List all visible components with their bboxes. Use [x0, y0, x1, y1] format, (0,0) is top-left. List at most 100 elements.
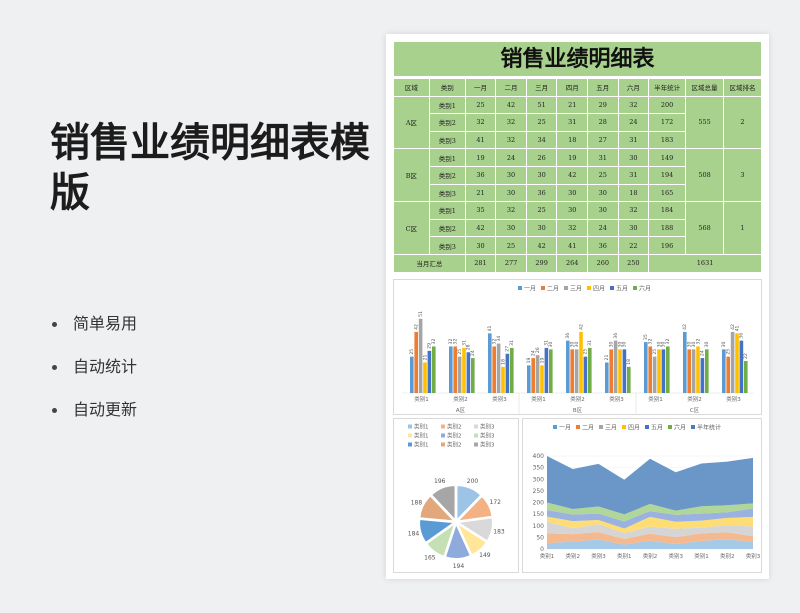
- bar: [700, 358, 705, 393]
- month-value-cell: 32: [617, 95, 650, 115]
- bar-data-label: 42: [578, 324, 584, 330]
- category-cell: 类别1: [428, 95, 466, 115]
- slice-data-label: 183: [493, 528, 505, 535]
- month-value-cell: 30: [556, 201, 588, 220]
- area-series: [547, 521, 753, 540]
- pie-chart-svg: 类别1 类别2 类别3 类别1 类别2 类别3 类别1 类别2 类别3 200 172 183 149 1…: [408, 423, 505, 570]
- feature-label: 自动统计: [73, 357, 138, 376]
- bar: [427, 350, 432, 393]
- month-value-cell: 18: [556, 130, 588, 150]
- legend-swatch: [599, 425, 603, 429]
- bar-data-label: 41: [734, 325, 740, 331]
- bar-data-label: 25: [409, 349, 415, 355]
- bar: [453, 346, 457, 393]
- column-header: 六月: [617, 78, 650, 97]
- legend-swatch: [576, 425, 580, 429]
- bar: [510, 347, 514, 393]
- pie-slice: [431, 485, 456, 521]
- month-value-cell: 21: [556, 95, 588, 115]
- legend-swatch: [564, 286, 568, 290]
- bar-data-label: 32: [665, 339, 671, 345]
- x-tick-label: 类别2: [453, 395, 468, 403]
- bar: [414, 331, 418, 393]
- area-chart: 一月 二月 三月 四月 五月 六月 半年统计 0 50 100 150 200 250 300 350 400…: [522, 418, 762, 573]
- month-value-cell: 34: [525, 130, 558, 150]
- legend-swatch: [645, 425, 649, 429]
- x-tick-label: 类别3: [492, 395, 507, 403]
- y-tick-label: 200: [533, 500, 545, 507]
- month-value-cell: 30: [617, 148, 650, 167]
- x-tick-label: 类别1: [531, 395, 546, 403]
- month-value-cell: 30: [587, 201, 619, 220]
- month-value-cell: 19: [556, 148, 588, 167]
- footer-value-cell: 264: [556, 253, 588, 273]
- bar-data-label: 51: [418, 311, 424, 317]
- y-tick-label: 350: [533, 465, 545, 472]
- bar-data-label: 25: [457, 349, 463, 355]
- legend-swatch: [408, 424, 412, 429]
- legend-label: 类别2: [447, 441, 462, 449]
- pie-slice: [456, 495, 493, 522]
- table-row: B区 类别1 19 24 26 19 31 30 149 508 3: [393, 148, 762, 203]
- legend-label: 一月: [559, 425, 571, 432]
- bar-data-label: 32: [492, 339, 498, 345]
- legend-label: 三月: [605, 425, 617, 432]
- bar: [666, 346, 670, 393]
- bar-data-label: 22: [743, 353, 749, 359]
- bar-data-label: 25: [652, 349, 658, 355]
- column-header: 二月: [495, 78, 527, 97]
- column-header: 类别: [428, 78, 466, 97]
- area-series: [547, 502, 753, 522]
- bar: [726, 356, 730, 393]
- legend-swatch: [691, 425, 695, 429]
- footer-value-cell: 250: [617, 253, 650, 273]
- bar: [432, 346, 436, 393]
- bar: [722, 349, 726, 393]
- legend-swatch: [587, 286, 591, 290]
- x-tick-label: 类别2: [720, 552, 735, 560]
- bar: [579, 331, 583, 393]
- bar: [605, 362, 609, 393]
- sheet-title: 销售业绩明细表: [393, 41, 762, 77]
- legend-swatch: [518, 286, 522, 290]
- bar: [457, 356, 462, 393]
- legend-label: 五月: [616, 286, 628, 293]
- month-value-cell: 42: [525, 236, 558, 255]
- table-row: 类别3 30 25 42 41 36 22 196: [394, 236, 762, 255]
- bar: [488, 333, 492, 393]
- month-value-cell: 35: [464, 201, 497, 220]
- bar: [492, 346, 496, 393]
- bar: [466, 352, 471, 393]
- footer-value-cell: 277: [495, 253, 527, 273]
- area-series: [547, 516, 753, 533]
- bar-data-label: 30: [691, 341, 697, 347]
- pie-slice: [419, 518, 455, 544]
- bar: [527, 365, 531, 393]
- feature-label: 自动更新: [73, 400, 138, 419]
- slice-data-label: 172: [490, 499, 502, 506]
- area-series: [547, 508, 753, 529]
- bar: [540, 365, 544, 393]
- bar-data-label: 34: [496, 336, 502, 342]
- group-label: B区: [573, 407, 583, 414]
- spreadsheet-preview: 销售业绩明细表 区域 类别 一月 二月 三月 四月 五月 六月 半年统计 区域总量 区域排名 A区 类别…: [386, 34, 769, 579]
- month-value-cell: 21: [464, 183, 497, 203]
- y-tick-label: 400: [533, 453, 545, 460]
- x-tick-label: 类别2: [566, 552, 581, 560]
- table-body: 区域 类别 一月 二月 三月 四月 五月 六月 半年统计 区域总量 区域排名 A区 类别1 25 42 51 2…: [393, 78, 762, 273]
- month-value-cell: 30: [495, 218, 527, 238]
- area-series: [547, 456, 753, 515]
- bar: [549, 349, 553, 393]
- month-value-cell: 28: [587, 113, 619, 132]
- bar: [613, 340, 618, 393]
- region-cell: B区: [393, 148, 430, 203]
- month-value-cell: 32: [495, 113, 527, 132]
- slice-data-label: 149: [479, 552, 491, 559]
- bar: [496, 343, 501, 393]
- area-chart-svg: 一月 二月 三月 四月 五月 六月 半年统计 0 50 100 150 200 250 300 350 400…: [533, 424, 761, 561]
- bar: [696, 346, 700, 393]
- sales-table: 区域 类别 一月 二月 三月 四月 五月 六月 半年统计 区域总量 区域排名 A区 类别1 25 42 51 2…: [393, 78, 762, 273]
- promo-title: 销售业绩明细表模版: [50, 120, 370, 216]
- bar-data-label: 29: [427, 343, 433, 349]
- month-value-cell: 36: [525, 183, 558, 203]
